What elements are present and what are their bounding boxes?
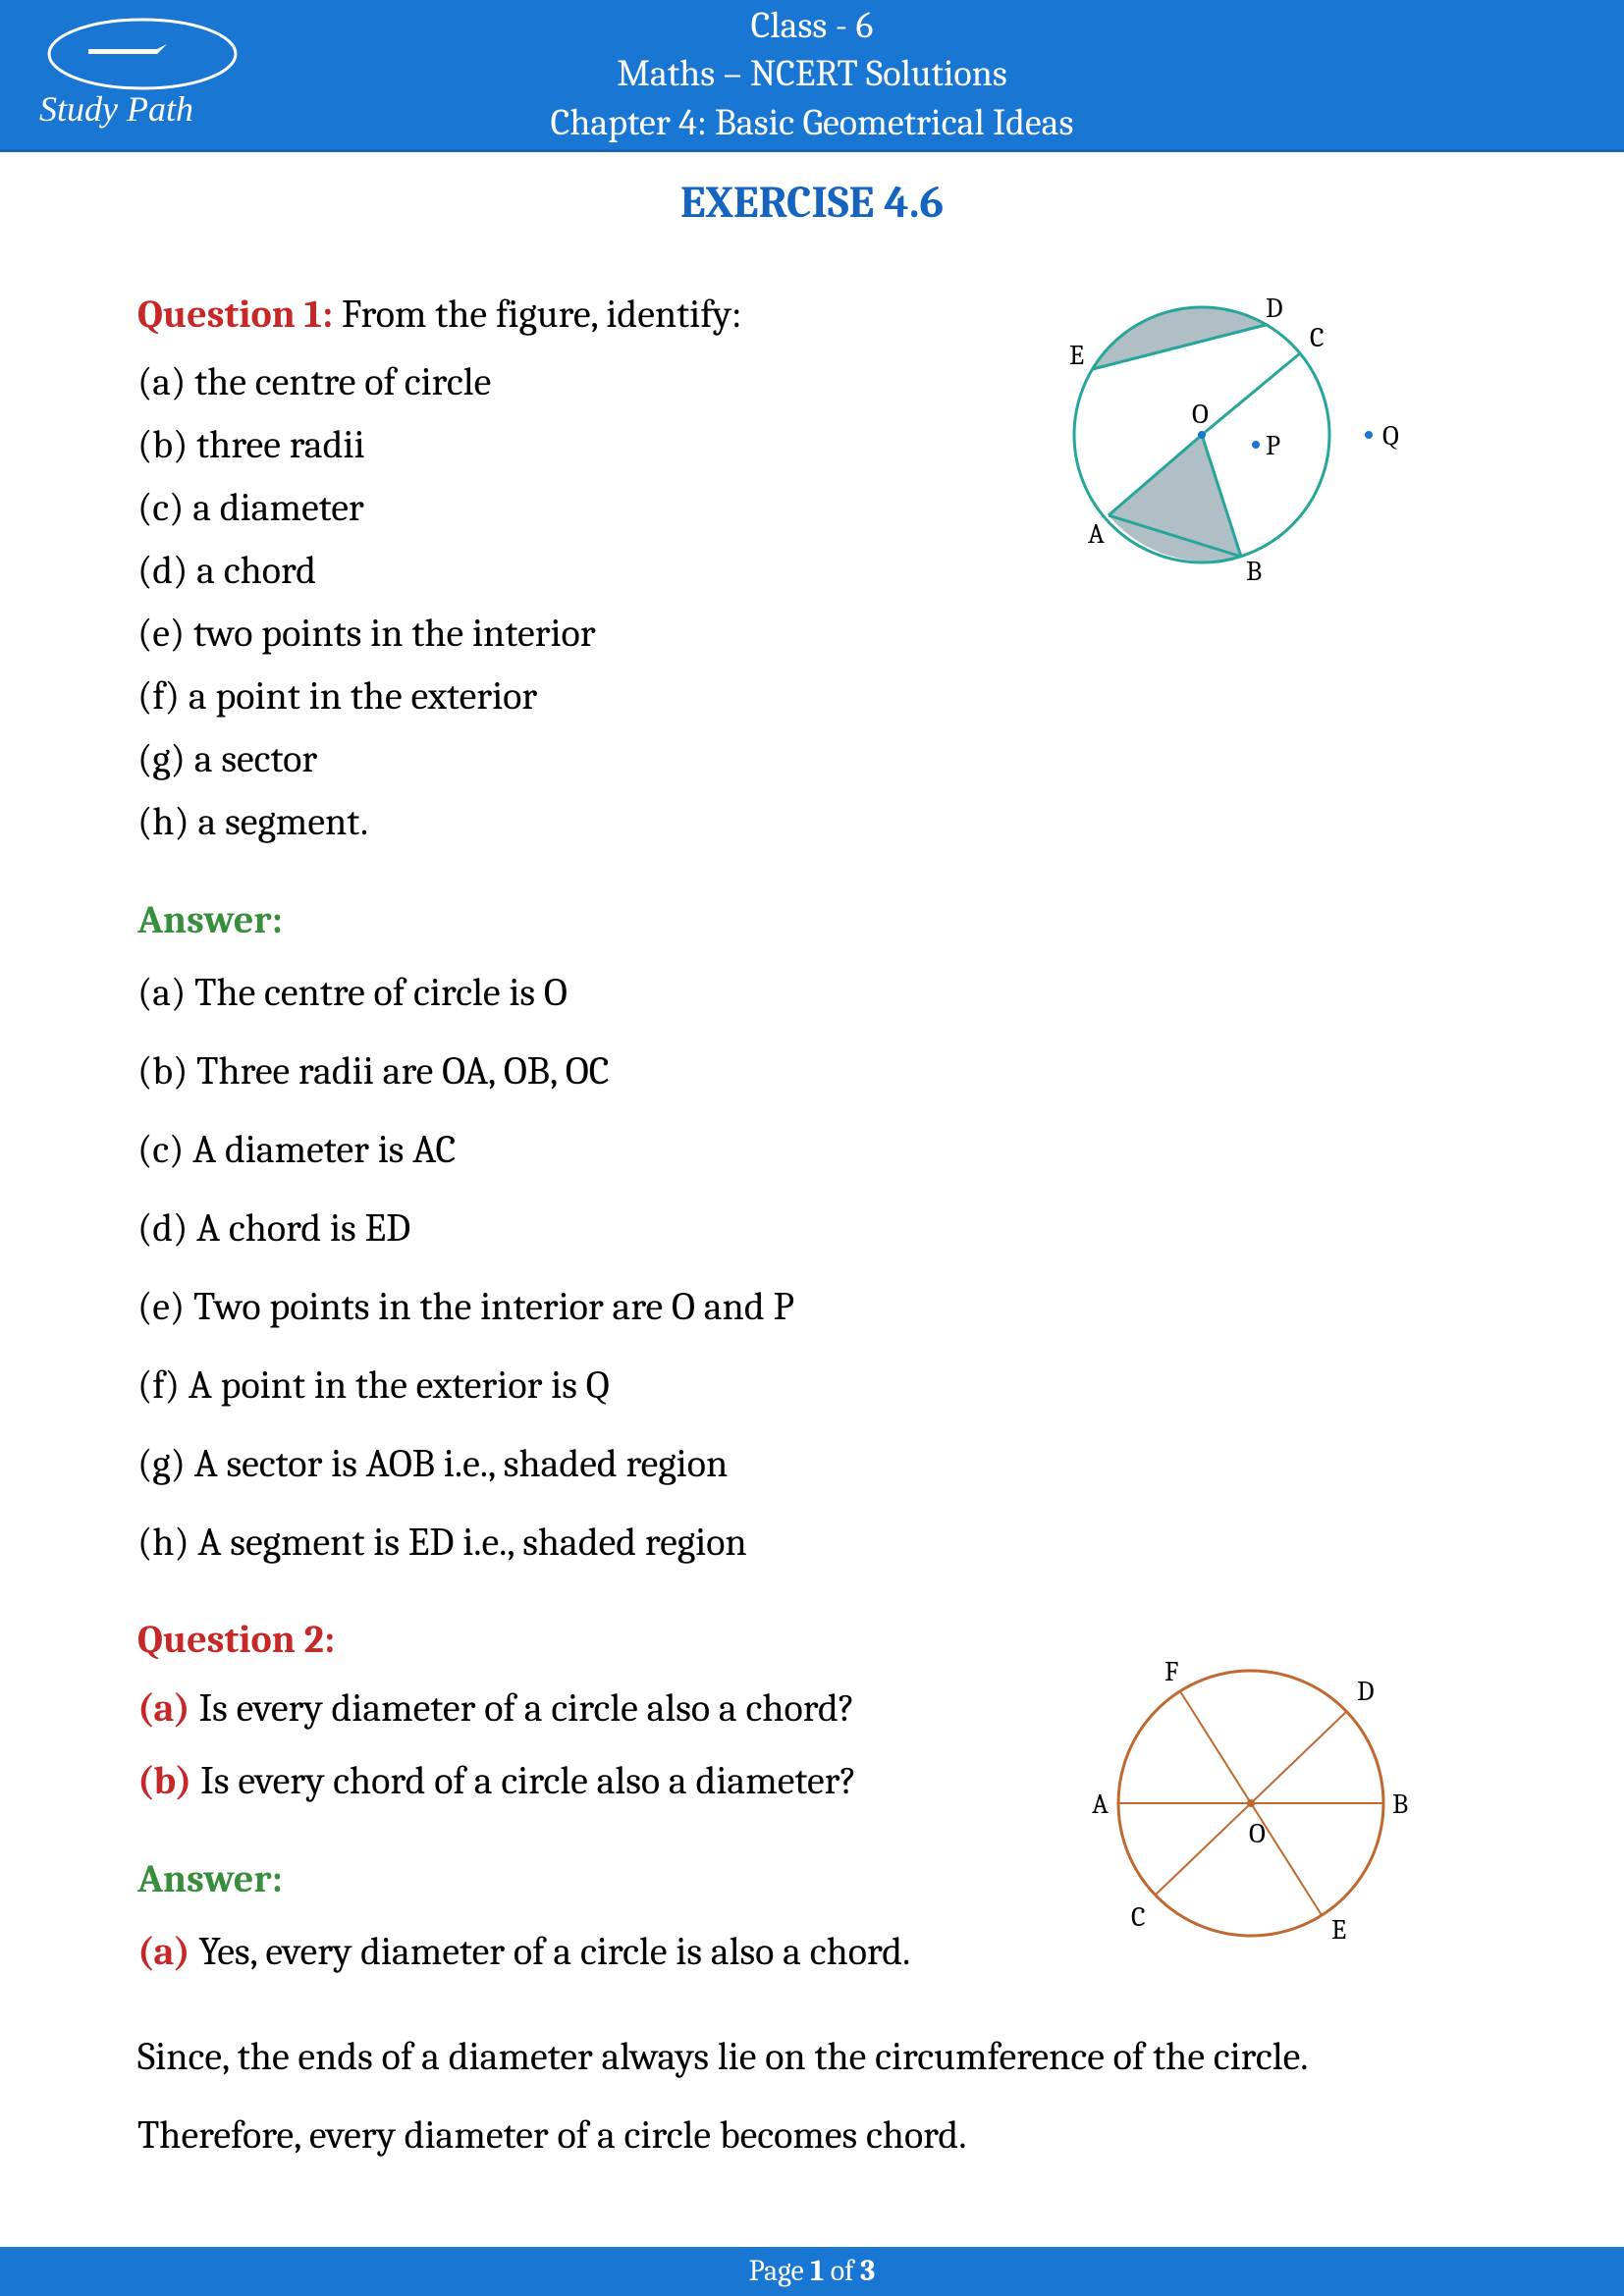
footer-current-page: 1 <box>810 2254 824 2288</box>
svg-text:C: C <box>1310 322 1325 353</box>
answer-1-d: (d) A chord is ED <box>137 1202 1487 1254</box>
q2-opt-a: (a) <box>137 1685 190 1731</box>
footer-total-pages: 3 <box>860 2254 875 2288</box>
answer-1-g: (g) A sector is AOB i.e., shaded region <box>137 1438 1487 1489</box>
ans2-opt-a: (a) <box>137 1929 190 1974</box>
study-path-logo: Study Path <box>29 15 255 133</box>
circle-diagram-1: O P Q E D C A B <box>1045 288 1447 592</box>
svg-text:B: B <box>1246 556 1262 587</box>
answer-1-f: (f) A point in the exterior is Q <box>137 1360 1487 1411</box>
svg-text:Study Path: Study Path <box>39 89 193 129</box>
answer-1-c: (c) A diameter is AC <box>137 1124 1487 1175</box>
svg-text:E: E <box>1331 1914 1346 1946</box>
answer-2-explain1: Since, the ends of a diameter always lie… <box>137 2031 1487 2082</box>
ans2-text-a: Yes, every diameter of a circle is also … <box>190 1929 911 1974</box>
circle-diagram-2: O A B C D E F <box>1084 1646 1437 1970</box>
answer-1-e: (e) Two points in the interior are O and… <box>137 1281 1487 1332</box>
q2-text-b: Is every chord of a circle also a diamet… <box>191 1758 856 1803</box>
footer-prefix: Page <box>749 2254 811 2288</box>
svg-text:O: O <box>1249 1818 1266 1849</box>
question-1-block: Question 1: From the figure, identify: (… <box>137 288 1487 848</box>
svg-text:C: C <box>1131 1901 1146 1933</box>
svg-text:B: B <box>1392 1789 1408 1820</box>
q2-opt-b: (b) <box>137 1758 191 1803</box>
page-header: Study Path Class - 6 Maths – NCERT Solut… <box>0 0 1624 152</box>
svg-text:A: A <box>1092 1789 1109 1820</box>
svg-text:A: A <box>1088 518 1105 550</box>
q1-item-f: (f) a point in the exterior <box>137 669 1487 722</box>
content-area: Question 1: From the figure, identify: (… <box>0 288 1624 2161</box>
svg-text:P: P <box>1266 430 1280 461</box>
answer-1-b: (b) Three radii are OA, OB, OC <box>137 1045 1487 1096</box>
question-1-text: From the figure, identify: <box>333 292 741 337</box>
question-1-label: Question 1: <box>137 292 333 337</box>
exercise-title: EXERCISE 4.6 <box>0 177 1624 229</box>
svg-text:D: D <box>1357 1676 1375 1707</box>
question-2-block: Question 2: (a) Is every diameter of a c… <box>137 1617 1487 2161</box>
answer-1-a: (a) The centre of circle is O <box>137 967 1487 1018</box>
footer-mid: of <box>824 2254 860 2288</box>
svg-text:Q: Q <box>1382 420 1399 452</box>
answer-1-label: Answer: <box>137 897 1487 942</box>
q2-text-a: Is every diameter of a circle also a cho… <box>190 1685 855 1731</box>
answer-1-h: (h) A segment is ED i.e., shaded region <box>137 1517 1487 1568</box>
svg-text:E: E <box>1069 340 1084 371</box>
q1-item-h: (h) a segment. <box>137 795 1487 848</box>
svg-text:O: O <box>1192 399 1209 430</box>
answer-2-explain2: Therefore, every diameter of a circle be… <box>137 2109 1487 2161</box>
q1-item-e: (e) two points in the interior <box>137 607 1487 660</box>
q1-item-g: (g) a sector <box>137 732 1487 785</box>
svg-text:D: D <box>1266 293 1283 324</box>
svg-text:F: F <box>1164 1656 1178 1687</box>
page-footer: Page 1 of 3 <box>0 2247 1624 2296</box>
